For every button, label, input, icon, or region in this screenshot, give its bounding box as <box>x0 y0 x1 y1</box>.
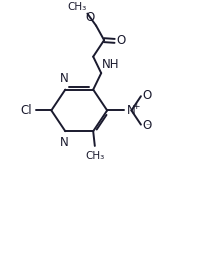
Text: N: N <box>126 104 135 117</box>
Text: Cl: Cl <box>20 104 32 117</box>
Text: NH: NH <box>102 58 119 71</box>
Text: O: O <box>141 119 150 132</box>
Text: N: N <box>60 72 68 85</box>
Text: N: N <box>60 136 68 149</box>
Text: O: O <box>85 11 95 24</box>
Text: +: + <box>132 102 139 110</box>
Text: O: O <box>141 89 150 102</box>
Text: CH₃: CH₃ <box>67 2 86 12</box>
Text: CH₃: CH₃ <box>85 151 104 161</box>
Text: O: O <box>116 34 125 47</box>
Text: ⁻: ⁻ <box>145 123 149 132</box>
